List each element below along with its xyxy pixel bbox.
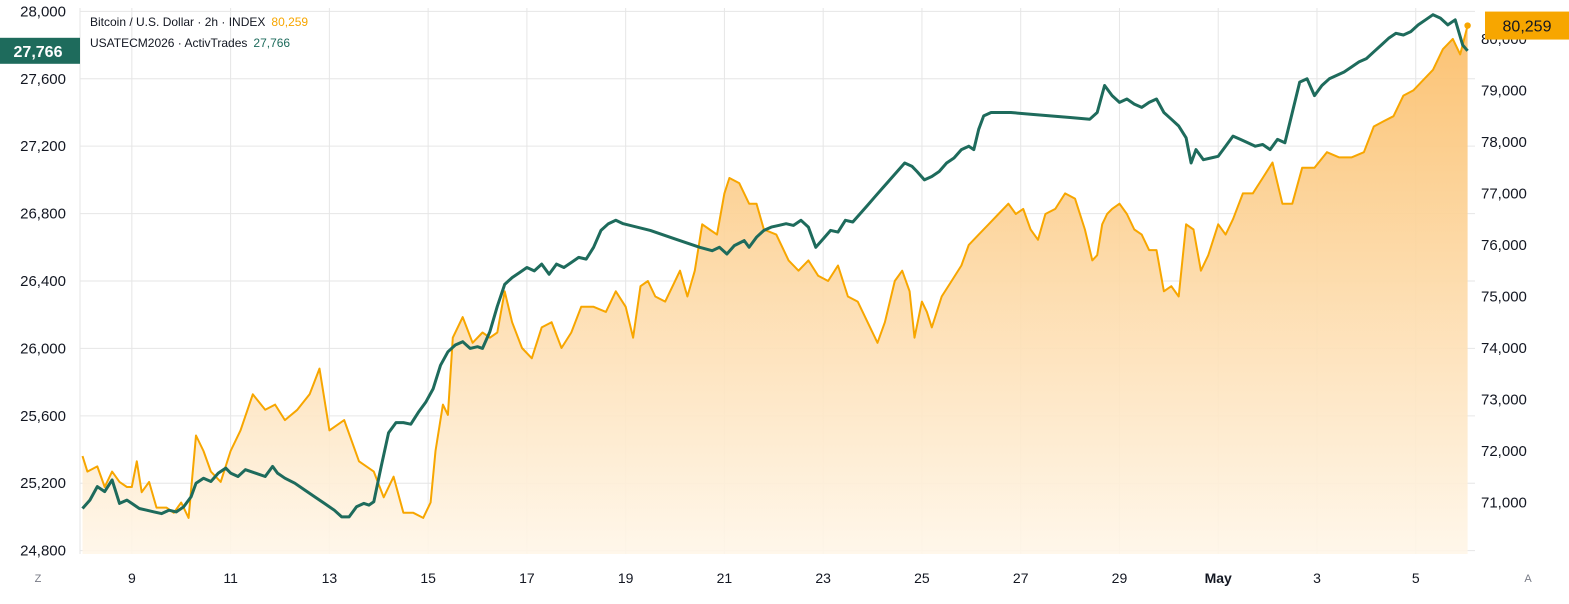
btc-last-point — [1464, 22, 1471, 29]
right-tick-label: 72,000 — [1481, 443, 1527, 460]
legend: Bitcoin / U.S. Dollar · 2h · INDEX 80,259… — [90, 12, 308, 54]
btc-area — [82, 25, 1468, 554]
legend-row-usatecm[interactable]: USATECM2026 · ActivTrades 27,766 — [90, 33, 308, 54]
btc-last-value-box — [1485, 11, 1569, 40]
x-tick-label: May — [1205, 570, 1232, 586]
usatecm-last-value-label: 27,766 — [14, 44, 63, 61]
legend-usatecm-label: USATECM2026 · ActivTrades — [90, 36, 248, 50]
x-tick-label: 25 — [914, 570, 930, 586]
x-tick-label: 13 — [322, 570, 338, 586]
left-tick-label: 26,400 — [20, 273, 66, 290]
x-tick-label: 27 — [1013, 570, 1029, 586]
x-tick-label: 23 — [815, 570, 831, 586]
legend-btc-label: Bitcoin / U.S. Dollar · 2h · INDEX — [90, 15, 266, 29]
axes: 9 11 13 15 17 19 21 23 25 27 29 May 3 5 24,800 25,200 25… — [20, 3, 1532, 586]
x-tick-label: 29 — [1112, 570, 1128, 586]
usatecm-line — [81, 13, 1469, 519]
right-tick-label: 71,000 — [1481, 494, 1527, 511]
x-tick-label: 11 — [223, 570, 238, 586]
left-tick-label: 25,200 — [20, 475, 66, 492]
right-tick-label: 74,000 — [1481, 340, 1527, 357]
x-tick-label: 17 — [519, 570, 535, 586]
left-tick-label: 27,200 — [20, 138, 66, 155]
x-tick-label: 19 — [618, 570, 634, 586]
legend-row-btc[interactable]: Bitcoin / U.S. Dollar · 2h · INDEX 80,259 — [90, 12, 308, 33]
right-tick-label: 73,000 — [1481, 391, 1527, 408]
usatecm-last-value-box — [0, 37, 80, 64]
x-tick-label: 3 — [1313, 570, 1321, 586]
btc-line — [81, 25, 1469, 519]
x-tick-label: 9 — [128, 570, 136, 586]
left-tick-label: 24,800 — [20, 543, 66, 560]
left-tick-label: 27,600 — [20, 71, 66, 88]
last-value-labels: 80,259 27,766 — [0, 11, 1569, 64]
x-tick-label: 15 — [420, 570, 436, 586]
right-tick-label: 79,000 — [1481, 82, 1527, 99]
right-tick-label: 78,000 — [1481, 134, 1527, 151]
right-tick-label: 76,000 — [1481, 237, 1527, 254]
right-tick-label: 75,000 — [1481, 288, 1527, 305]
legend-usatecm-value: 27,766 — [253, 36, 291, 50]
btc-last-value-label: 80,259 — [1503, 19, 1552, 36]
x-tick-label: 21 — [717, 570, 733, 586]
plot-area — [81, 13, 1471, 554]
left-tick-label: 28,000 — [20, 3, 66, 20]
scale-toggle-a[interactable]: A — [1524, 573, 1532, 585]
right-tick-label: 77,000 — [1481, 185, 1527, 202]
left-tick-label: 26,800 — [20, 206, 66, 223]
x-tick-label: 5 — [1412, 570, 1420, 586]
left-tick-label: 25,600 — [20, 408, 66, 425]
legend-btc-value: 80,259 — [271, 15, 309, 29]
scale-toggle-z[interactable]: Z — [35, 573, 42, 585]
left-tick-label: 26,000 — [20, 340, 66, 357]
